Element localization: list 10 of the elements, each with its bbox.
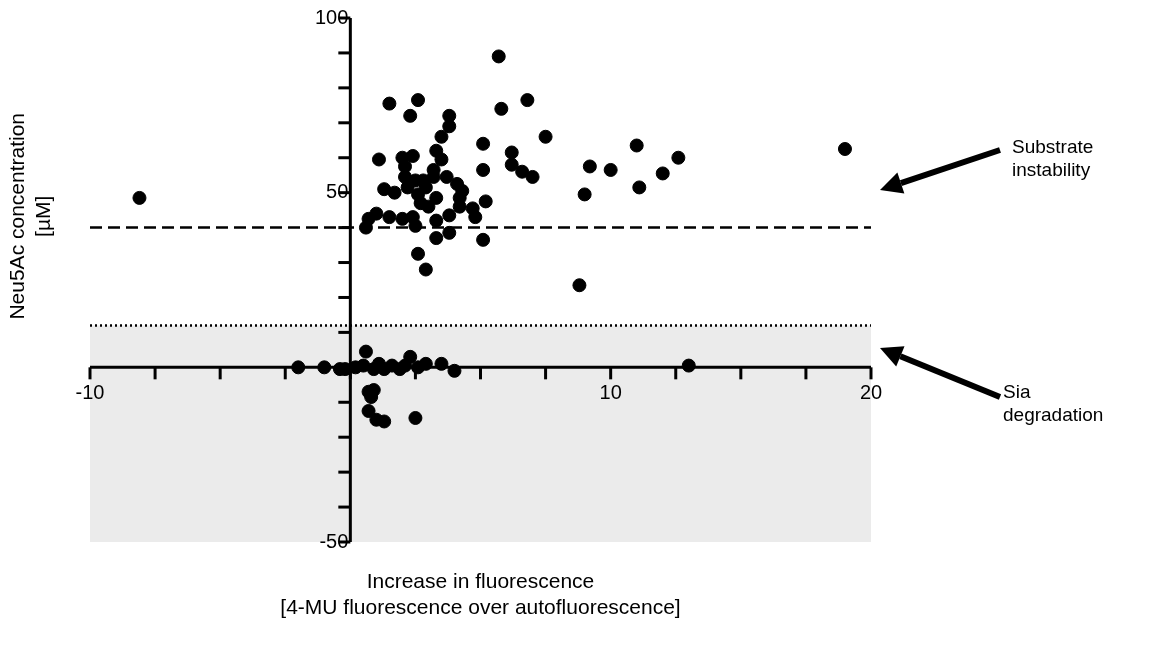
x-tick-label: 10 bbox=[599, 380, 622, 403]
x-tick-label: 20 bbox=[859, 380, 883, 403]
y-tick-label: -50 bbox=[319, 529, 349, 552]
y-tick-label: 100 bbox=[314, 5, 349, 28]
x-tick-label: -10 bbox=[75, 380, 105, 403]
y-axis-title: Neu5Ac concentration [µM] bbox=[3, 111, 55, 322]
text: Substrate instability bbox=[1012, 136, 1094, 182]
y-tick-label: 50 bbox=[326, 180, 349, 203]
x-axis-title: Increase in fluorescence [4-MU fluorescence over autofluorescence] bbox=[279, 568, 682, 621]
text: Sia degradation bbox=[1003, 381, 1104, 427]
